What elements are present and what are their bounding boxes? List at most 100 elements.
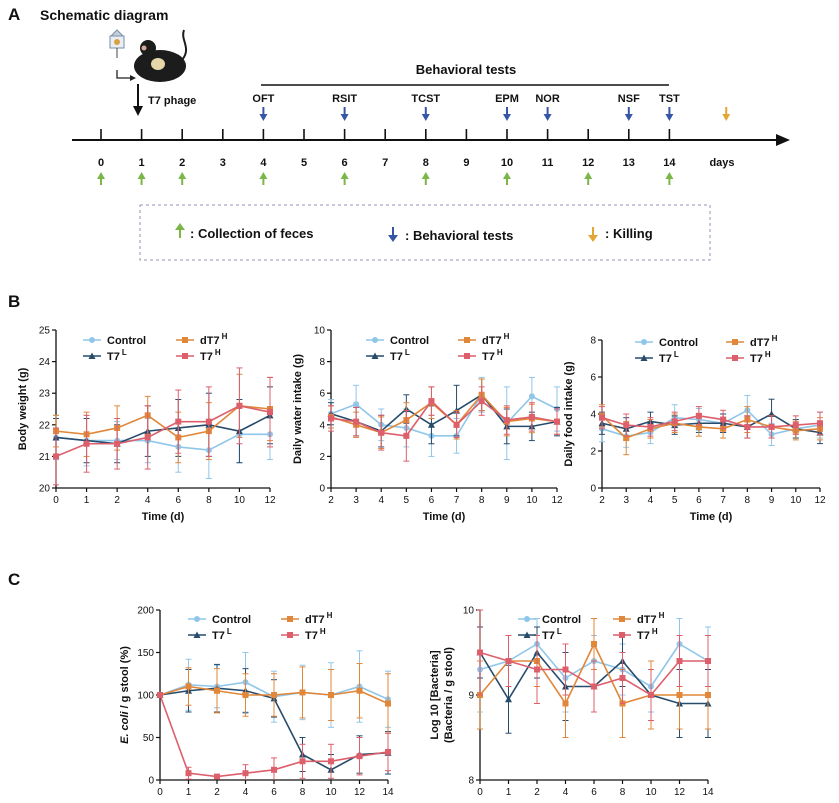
- tests-header: Behavioral tests: [416, 62, 516, 77]
- data-point: [271, 692, 277, 698]
- test-label: OFT: [252, 93, 274, 105]
- data-point: [647, 423, 654, 430]
- panel-c-letter: C: [8, 570, 20, 589]
- legend-killing: : Killing: [605, 226, 653, 241]
- data-point: [505, 695, 512, 703]
- data-point: [528, 413, 535, 420]
- x-tick-label: 10: [526, 495, 538, 506]
- series-dt7h: [599, 404, 823, 456]
- x-tick-label: 8: [745, 495, 751, 506]
- legend-label-base: dT7: [200, 335, 220, 347]
- timeline-day-label: 3: [220, 157, 226, 169]
- x-tick-label: 2: [328, 495, 334, 506]
- panel-a-letter: A: [8, 5, 20, 24]
- legend-label-base: T7: [200, 351, 213, 363]
- y-tick-label: 2: [319, 452, 325, 463]
- data-point: [478, 398, 485, 405]
- x-tick-label: 0: [477, 787, 483, 798]
- y-tick-label: 2: [590, 447, 596, 458]
- chart-legend: Control dT7 HT7 L T7 H: [83, 332, 228, 363]
- phage-arrowhead: [133, 106, 143, 116]
- data-point: [768, 423, 775, 430]
- timeline-day-label: 6: [342, 157, 348, 169]
- x-tick-label: 4: [563, 787, 569, 798]
- data-point: [271, 766, 277, 773]
- legend-label: T7 H: [482, 348, 503, 363]
- timeline-day-label: 2: [179, 157, 185, 169]
- data-point: [732, 339, 738, 345]
- timeline-day-label: 1: [139, 157, 145, 169]
- legend-label: T7 H: [637, 627, 658, 642]
- data-point: [720, 416, 727, 423]
- y-tick-label: 4: [319, 420, 325, 431]
- legend-label-base: T7: [659, 353, 672, 365]
- y-tick-label: 8: [468, 776, 474, 787]
- x-tick-label: 0: [53, 495, 59, 506]
- feces-arrow-icon: [584, 172, 593, 179]
- timeline-arrowhead: [776, 134, 790, 146]
- feces-arrow-icon: [340, 172, 349, 179]
- data-point: [372, 337, 378, 343]
- legend-label-sup: H: [327, 611, 333, 620]
- data-point: [385, 748, 391, 755]
- y-axis-label: Daily food intake (g): [563, 361, 575, 466]
- data-point: [157, 692, 163, 698]
- legend-label-sup: H: [765, 350, 771, 359]
- data-point: [428, 398, 435, 405]
- x-tick-label: 8: [206, 495, 212, 506]
- data-point: [562, 700, 569, 707]
- behavior-arrow-icon: [624, 114, 633, 121]
- data-point: [705, 658, 711, 664]
- behavior-arrow-icon: [388, 235, 398, 242]
- data-point: [676, 692, 683, 698]
- data-point: [554, 418, 560, 425]
- timeline-day-label: 10: [501, 157, 513, 169]
- x-tick-label: 1: [506, 787, 512, 798]
- data-point: [356, 753, 363, 760]
- x-tick-label: 6: [696, 495, 702, 506]
- data-point: [242, 692, 249, 698]
- legend-label-sup: H: [497, 348, 503, 357]
- legend-label: T7 H: [750, 350, 771, 365]
- data-point: [144, 434, 151, 441]
- x-tick-label: 12: [354, 787, 366, 798]
- data-point: [356, 687, 363, 694]
- x-tick-label: 3: [623, 495, 629, 506]
- y-axis-label: (Bacteria / g stool): [443, 647, 455, 743]
- timeline-day-label: 0: [98, 157, 104, 169]
- legend-label: T7 L: [212, 627, 232, 642]
- legend-label: dT7 H: [482, 332, 510, 347]
- x-tick-label: 4: [145, 495, 151, 506]
- data-point: [619, 616, 625, 622]
- x-tick-label: 6: [591, 787, 597, 798]
- data-point: [523, 631, 531, 638]
- data-point: [744, 423, 751, 430]
- data-point: [503, 417, 510, 424]
- data-point: [623, 435, 630, 442]
- data-point: [591, 641, 597, 647]
- x-tick-label: 1: [186, 787, 192, 798]
- legend-label-base: T7: [750, 353, 763, 365]
- test-label: NOR: [535, 93, 560, 105]
- x-tick-label: 4: [378, 495, 384, 506]
- data-point: [505, 658, 512, 664]
- legend-label-base: T7: [390, 351, 403, 363]
- chart-legend: Control dT7 HT7 L T7 H: [366, 332, 510, 363]
- series-line: [601, 415, 821, 439]
- timeline-day-label: 14: [663, 157, 676, 169]
- data-point: [353, 401, 360, 408]
- data-point: [287, 632, 293, 638]
- legend-box: [139, 204, 711, 261]
- x-tick-label: 10: [790, 495, 802, 506]
- x-tick-label: 2: [534, 787, 540, 798]
- legend-label-base: T7: [542, 630, 555, 642]
- data-point: [817, 420, 823, 427]
- x-tick-label: 2: [214, 787, 220, 798]
- data-point: [88, 352, 96, 359]
- x-tick-label: 6: [176, 495, 182, 506]
- chart-bacteria: 8910012468101214Time (d)Log 10 [Bacteria…: [429, 606, 714, 799]
- legend-label-base: T7: [212, 630, 225, 642]
